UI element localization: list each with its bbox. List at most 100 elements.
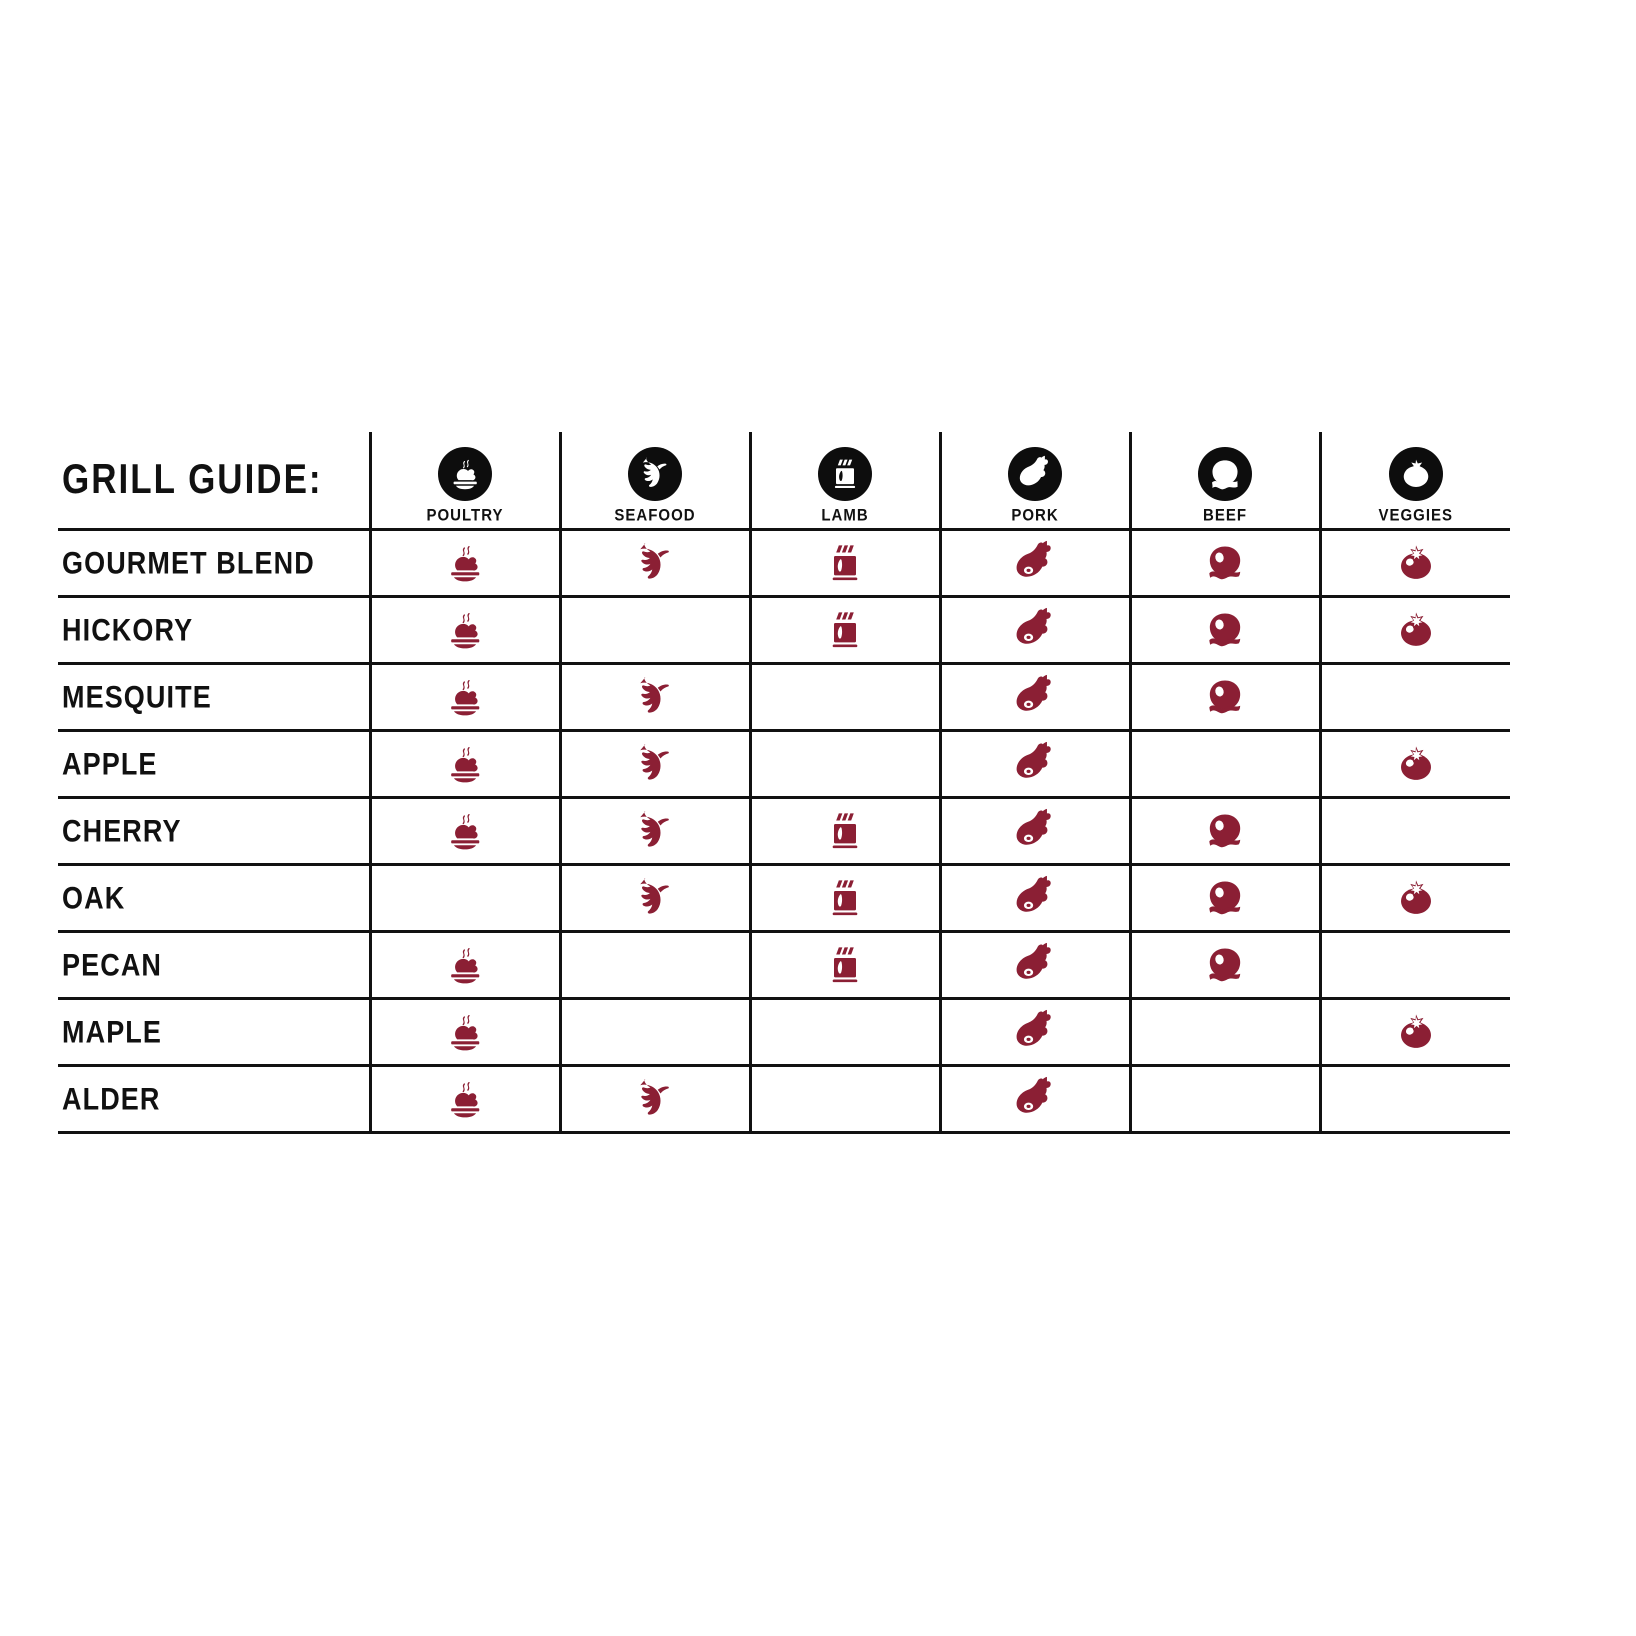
- column-header-label: POULTRY: [426, 505, 504, 526]
- column-header-label: PORK: [1011, 505, 1059, 526]
- empty-cell: [1385, 801, 1447, 857]
- table-row: HICKORY: [58, 596, 1510, 665]
- page-title: GRILL GUIDE:: [62, 456, 323, 503]
- poultry-icon: [434, 736, 496, 792]
- shrimp-icon: [624, 1071, 686, 1127]
- cell-lamb-empty: [748, 998, 940, 1067]
- row-label: OAK: [62, 880, 126, 915]
- tomato-icon: [1385, 736, 1447, 792]
- tomato-icon: [1385, 602, 1447, 658]
- cell-pork-marked: [938, 730, 1130, 799]
- column-header-veggies[interactable]: VEGGIES: [1318, 432, 1510, 531]
- matrix-body: GOURMET BLEND HICKORY MESQUITE APPLE CHERRY O…: [58, 529, 1510, 1134]
- row-label: APPLE: [62, 746, 158, 781]
- row-label-cell: CHERRY: [58, 797, 370, 866]
- ham-icon: [1004, 870, 1066, 926]
- cell-poultry-marked: [368, 998, 560, 1067]
- row-label: GOURMET BLEND: [62, 545, 315, 580]
- shrimp-icon: [624, 535, 686, 591]
- cell-beef-marked: [1128, 663, 1320, 732]
- poultry-icon: [434, 669, 496, 725]
- ham-icon: [1004, 1004, 1066, 1060]
- cell-seafood-empty: [558, 596, 750, 665]
- poultry-icon: [434, 1004, 496, 1060]
- cell-pork-marked: [938, 797, 1130, 866]
- column-header-seafood[interactable]: SEAFOOD: [558, 432, 750, 531]
- guide-matrix: GRILL GUIDE: POULTRY: [58, 432, 1510, 1134]
- steak-icon: [1194, 803, 1256, 859]
- guide-title-cell: GRILL GUIDE:: [58, 432, 370, 531]
- lamb-chop-icon: [814, 937, 876, 993]
- cell-beef-empty: [1128, 730, 1320, 799]
- cell-poultry-marked: [368, 730, 560, 799]
- row-label: ALDER: [62, 1081, 161, 1116]
- tomato-icon: [1388, 447, 1443, 501]
- column-header-poultry[interactable]: POULTRY: [368, 432, 560, 531]
- empty-cell: [624, 1002, 686, 1058]
- cell-beef-empty: [1128, 1065, 1320, 1134]
- cell-veggies-empty: [1318, 797, 1510, 866]
- cell-lamb-marked: [748, 529, 940, 598]
- header-row: GRILL GUIDE: POULTRY: [58, 432, 1510, 531]
- cell-lamb-marked: [748, 931, 940, 1000]
- cell-beef-empty: [1128, 998, 1320, 1067]
- row-label-cell: PECAN: [58, 931, 370, 1000]
- lamb-chop-icon: [814, 803, 876, 859]
- cell-poultry-marked: [368, 663, 560, 732]
- ham-icon: [1004, 602, 1066, 658]
- empty-cell: [434, 868, 496, 924]
- table-row: GOURMET BLEND: [58, 529, 1510, 598]
- row-label-cell: MAPLE: [58, 998, 370, 1067]
- cell-seafood-empty: [558, 998, 750, 1067]
- cell-poultry-marked: [368, 1065, 560, 1134]
- cell-beef-marked: [1128, 864, 1320, 933]
- cell-poultry-marked: [368, 931, 560, 1000]
- empty-cell: [814, 734, 876, 790]
- poultry-icon: [434, 1071, 496, 1127]
- ham-icon: [1004, 803, 1066, 859]
- column-header-lamb[interactable]: LAMB: [748, 432, 940, 531]
- shrimp-icon: [624, 870, 686, 926]
- row-label: MESQUITE: [62, 679, 212, 714]
- cell-veggies-marked: [1318, 596, 1510, 665]
- poultry-icon: [434, 602, 496, 658]
- cell-pork-marked: [938, 931, 1130, 1000]
- cell-veggies-empty: [1318, 663, 1510, 732]
- cell-pork-marked: [938, 529, 1130, 598]
- column-header-pork[interactable]: PORK: [938, 432, 1130, 531]
- column-header-beef[interactable]: BEEF: [1128, 432, 1320, 531]
- cell-poultry-marked: [368, 797, 560, 866]
- column-header-label: VEGGIES: [1378, 505, 1454, 526]
- cell-pork-marked: [938, 596, 1130, 665]
- row-label-cell: OAK: [58, 864, 370, 933]
- cell-beef-marked: [1128, 931, 1320, 1000]
- ham-icon: [1004, 736, 1066, 792]
- ham-icon: [1008, 447, 1062, 501]
- table-row: OAK: [58, 864, 1510, 933]
- poultry-icon: [434, 803, 496, 859]
- table-row: MAPLE: [58, 998, 1510, 1067]
- cell-seafood-marked: [558, 1065, 750, 1134]
- cell-lamb-marked: [748, 864, 940, 933]
- empty-cell: [814, 1069, 876, 1125]
- row-label: CHERRY: [62, 813, 182, 848]
- cell-beef-marked: [1128, 596, 1320, 665]
- row-label-cell: APPLE: [58, 730, 370, 799]
- empty-cell: [1194, 734, 1256, 790]
- matrix-header: GRILL GUIDE: POULTRY: [58, 432, 1510, 531]
- row-label: HICKORY: [62, 612, 194, 647]
- ham-icon: [1004, 535, 1066, 591]
- column-header-label: SEAFOOD: [614, 505, 696, 526]
- cell-veggies-marked: [1318, 730, 1510, 799]
- cell-pork-marked: [938, 864, 1130, 933]
- cell-seafood-marked: [558, 663, 750, 732]
- poultry-icon: [438, 447, 492, 501]
- cell-beef-marked: [1128, 797, 1320, 866]
- steak-icon: [1194, 602, 1256, 658]
- steak-icon: [1198, 447, 1252, 501]
- tomato-icon: [1385, 535, 1447, 591]
- empty-cell: [814, 667, 876, 723]
- tomato-icon: [1385, 1004, 1447, 1060]
- row-label-cell: ALDER: [58, 1065, 370, 1134]
